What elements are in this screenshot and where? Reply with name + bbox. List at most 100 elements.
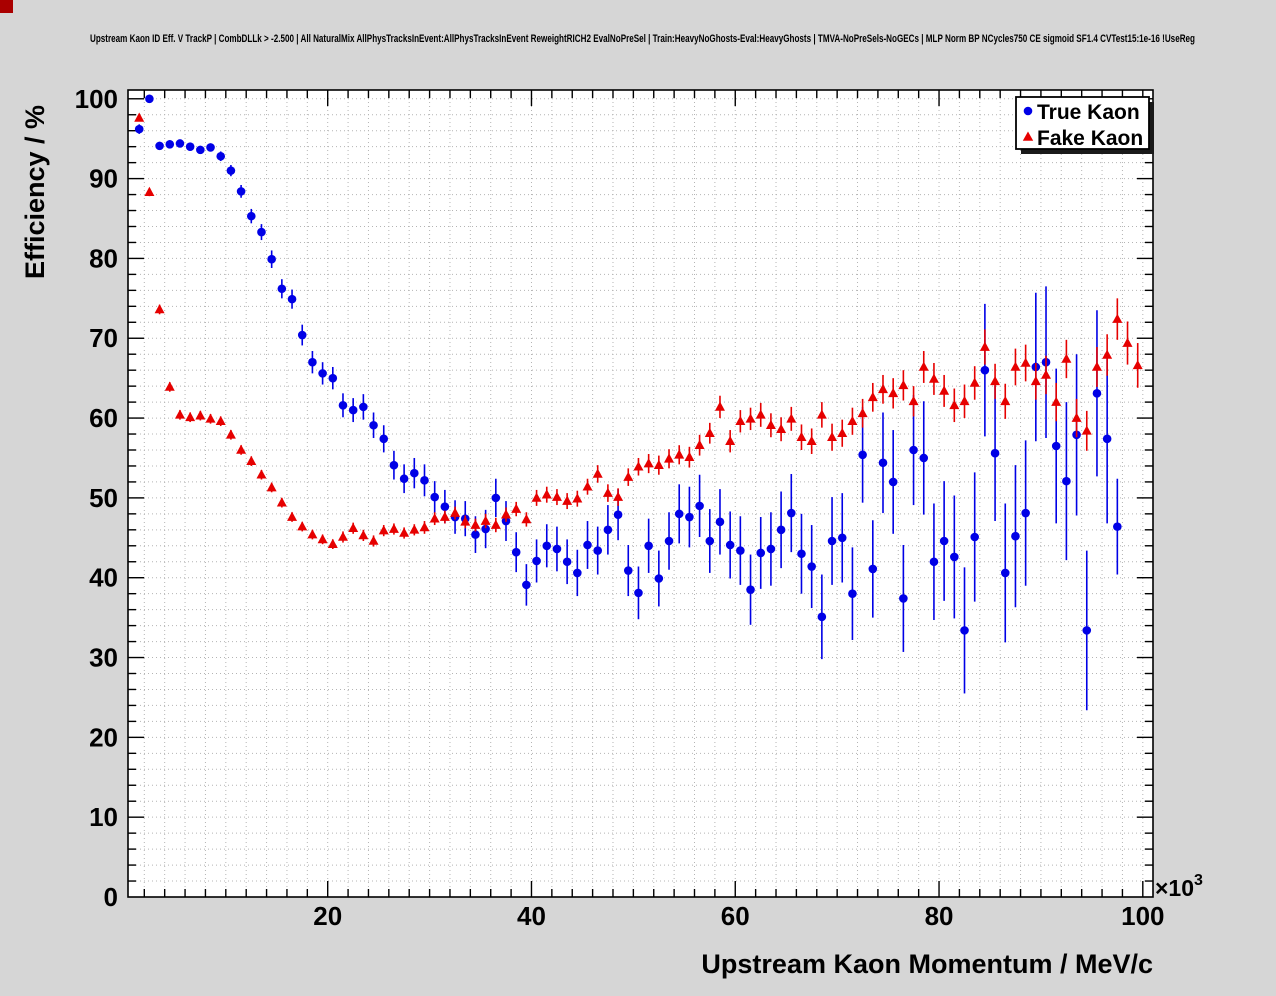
- data-point: [185, 411, 196, 422]
- data-point: [1010, 361, 1021, 371]
- data-point: [1021, 508, 1030, 518]
- data-point: [154, 304, 165, 314]
- data-point: [420, 476, 429, 485]
- data-point: [419, 522, 430, 532]
- data-point: [623, 566, 633, 575]
- legend[interactable]: True Kaon Fake Kaon: [1015, 96, 1154, 154]
- data-point: [664, 453, 675, 463]
- data-point: [776, 525, 786, 535]
- y-tick-label: 10: [89, 802, 118, 832]
- data-point: [684, 451, 695, 461]
- data-point: [1102, 349, 1113, 359]
- data-point: [369, 420, 378, 430]
- data-point: [1020, 357, 1031, 367]
- data-point: [266, 482, 277, 492]
- data-point: [388, 523, 399, 533]
- y-tick-label: 80: [89, 243, 118, 273]
- data-point: [1113, 522, 1122, 531]
- data-point: [429, 513, 440, 523]
- data-point: [399, 474, 409, 484]
- data-point: [359, 402, 368, 412]
- data-point: [257, 227, 266, 237]
- data-point: [694, 439, 705, 450]
- data-point: [144, 186, 155, 196]
- plot-frame: [128, 90, 1153, 897]
- x-tick-label: 100: [1121, 901, 1164, 931]
- data-point: [1041, 369, 1052, 379]
- data-point: [674, 509, 684, 519]
- data-point: [225, 429, 236, 439]
- data-point: [613, 491, 624, 501]
- data-series: [134, 94, 1143, 711]
- data-point: [1030, 375, 1041, 386]
- data-point: [410, 468, 419, 478]
- data-point: [246, 211, 256, 221]
- data-point: [511, 547, 521, 557]
- data-point: [929, 557, 939, 567]
- data-point: [623, 471, 634, 481]
- data-point: [1062, 476, 1071, 486]
- data-point: [174, 409, 185, 419]
- data-point: [196, 145, 205, 155]
- data-point: [705, 536, 715, 546]
- data-point: [755, 409, 766, 419]
- data-point: [1132, 359, 1143, 370]
- data-point: [919, 453, 929, 463]
- y-tick-label: 30: [89, 643, 118, 673]
- data-point: [797, 549, 806, 559]
- exponent-power: 3: [1194, 872, 1203, 889]
- data-point: [817, 612, 827, 622]
- x-tick-label: 40: [517, 901, 546, 931]
- data-point: [155, 141, 164, 151]
- data-point: [307, 529, 318, 539]
- data-point: [593, 546, 603, 555]
- data-point: [511, 503, 522, 513]
- plot-title: Upstream Kaon ID Eff. V TrackP | CombDLL…: [90, 33, 1195, 45]
- data-point: [745, 413, 756, 423]
- data-point: [867, 391, 878, 402]
- data-point: [888, 387, 899, 398]
- data-point: [276, 497, 287, 507]
- data-point: [378, 525, 389, 535]
- data-point: [532, 556, 541, 566]
- data-point: [878, 458, 888, 468]
- data-point: [164, 381, 175, 391]
- data-point: [990, 375, 1001, 386]
- y-tick-label: 100: [75, 84, 118, 114]
- data-point: [490, 519, 501, 529]
- x-axis-title: Upstream Kaon Momentum / MeV/c: [701, 949, 1153, 979]
- data-point: [206, 143, 215, 152]
- data-point: [868, 564, 878, 574]
- data-point: [949, 399, 960, 410]
- data-point: [899, 594, 908, 603]
- legend-label-fake-kaon: Fake Kaon: [1037, 127, 1143, 150]
- data-point: [776, 423, 787, 434]
- corner-marker: [0, 0, 13, 13]
- data-point: [399, 527, 410, 537]
- data-point: [756, 548, 766, 558]
- data-point: [256, 469, 267, 479]
- axis-ticks: [128, 90, 1153, 897]
- data-point: [246, 455, 257, 465]
- data-point: [715, 517, 725, 527]
- x-tick-label: 20: [313, 901, 342, 931]
- data-point: [308, 357, 317, 367]
- data-point: [338, 400, 348, 410]
- data-point: [602, 487, 613, 497]
- data-point: [1000, 568, 1010, 578]
- y-tick-label: 70: [89, 323, 118, 353]
- data-point: [236, 444, 247, 454]
- series-true-kaon: [134, 94, 1122, 711]
- gridlines: [128, 90, 1153, 897]
- data-point: [501, 509, 512, 519]
- exponent-base: ×10: [1155, 875, 1194, 901]
- data-point: [643, 458, 654, 468]
- data-point: [674, 449, 685, 459]
- data-point: [969, 377, 980, 387]
- data-point: [990, 448, 1000, 458]
- data-point: [583, 540, 592, 550]
- data-point: [541, 489, 552, 499]
- data-point: [1081, 425, 1092, 435]
